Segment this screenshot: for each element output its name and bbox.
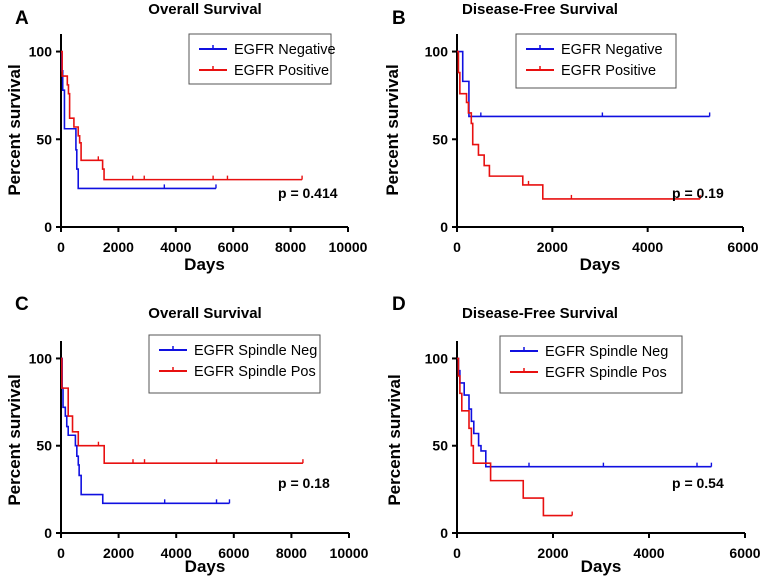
- panel-c: C Overall Survival 0 50 100 0 2000 4000 6000 8000…: [5, 294, 369, 576]
- y-tick-label: 0: [440, 219, 448, 235]
- series-positive: [61, 50, 303, 181]
- y-tick-label: 100: [425, 350, 449, 366]
- survival-curve: [457, 50, 701, 200]
- x-axis-label: Days: [581, 557, 622, 576]
- x-tick-label: 4000: [160, 239, 191, 255]
- x-tick-label: 4000: [161, 545, 192, 561]
- y-axis-label: Percent survival: [385, 374, 404, 505]
- legend-label: EGFR Spindle Pos: [194, 364, 316, 380]
- survival-curve: [61, 357, 230, 505]
- survival-curve: [61, 50, 303, 181]
- x-tick-label: 10000: [330, 545, 369, 561]
- series-positive: [457, 50, 701, 200]
- y-tick-label: 0: [440, 525, 448, 541]
- legend-box: [515, 33, 677, 89]
- x-tick-label: 2000: [537, 239, 568, 255]
- y-tick-label: 100: [29, 44, 53, 60]
- legend-label: EGFR Spindle Pos: [545, 365, 667, 381]
- x-tick-label: 0: [453, 239, 461, 255]
- x-tick-label: 2000: [103, 239, 134, 255]
- chart-title: Overall Survival: [148, 1, 261, 18]
- chart-title: Disease-Free Survival: [462, 305, 618, 322]
- survival-curve: [457, 357, 573, 517]
- y-tick-label: 50: [432, 131, 448, 147]
- series-negative: [457, 50, 711, 118]
- legend-box: [499, 335, 683, 394]
- panel-a: A Overall Survival 0 50 100 0 2000 4000 6000 8000…: [5, 1, 368, 274]
- legend-label: EGFR Positive: [234, 63, 329, 79]
- y-tick-label: 50: [36, 438, 52, 454]
- x-tick-label: 6000: [218, 545, 249, 561]
- y-axis-label: Percent survival: [5, 64, 24, 195]
- legend: EGFR Spindle Neg EGFR Spindle Pos: [499, 335, 683, 394]
- survival-curve: [457, 357, 712, 468]
- y-tick-label: 100: [425, 44, 449, 60]
- chart-title: Overall Survival: [148, 305, 261, 322]
- p-value: p = 0.414: [278, 185, 338, 201]
- y-tick-label: 50: [36, 131, 52, 147]
- x-tick-label: 6000: [727, 239, 758, 255]
- legend-label: EGFR Spindle Neg: [545, 344, 668, 360]
- x-tick-label: 8000: [275, 239, 306, 255]
- series-positive: [61, 357, 304, 464]
- y-tick-label: 50: [432, 438, 448, 454]
- y-tick-label: 100: [29, 350, 53, 366]
- panel-label: D: [392, 294, 406, 315]
- legend: EGFR Negative EGFR Positive: [515, 33, 677, 89]
- legend-label: EGFR Negative: [561, 42, 663, 58]
- legend-label: EGFR Negative: [234, 42, 336, 58]
- x-tick-label: 8000: [276, 545, 307, 561]
- survival-curve: [457, 50, 710, 118]
- legend-box: [148, 334, 321, 394]
- legend-label: EGFR Spindle Neg: [194, 343, 317, 359]
- x-axis-label: Days: [185, 557, 226, 576]
- legend-box: [188, 33, 332, 85]
- chart-title: Disease-Free Survival: [462, 1, 618, 18]
- panel-d: D Disease-Free Survival 0 50 100 0 2000 4000 600…: [385, 294, 761, 576]
- x-axis-label: Days: [580, 255, 621, 274]
- x-tick-label: 0: [57, 545, 65, 561]
- y-axis-label: Percent survival: [5, 374, 24, 505]
- x-tick-label: 0: [453, 545, 461, 561]
- legend: EGFR Negative EGFR Positive: [188, 33, 336, 85]
- x-tick-label: 10000: [329, 239, 368, 255]
- x-tick-label: 0: [57, 239, 65, 255]
- panel-b: B Disease-Free Survival 0 50 100 0 2000 4000 600…: [383, 1, 759, 274]
- legend-label: EGFR Positive: [561, 63, 656, 79]
- x-tick-label: 2000: [103, 545, 134, 561]
- y-tick-label: 0: [44, 219, 52, 235]
- p-value: p = 0.18: [278, 475, 330, 491]
- x-tick-label: 6000: [729, 545, 760, 561]
- x-tick-label: 4000: [633, 545, 664, 561]
- p-value: p = 0.54: [672, 475, 724, 491]
- x-axis-label: Days: [184, 255, 225, 274]
- panel-label: C: [15, 294, 29, 315]
- panel-label: A: [15, 8, 29, 29]
- panel-label: B: [392, 8, 406, 29]
- legend: EGFR Spindle Neg EGFR Spindle Pos: [148, 334, 321, 394]
- y-axis-label: Percent survival: [383, 64, 402, 195]
- series-negative: [457, 357, 713, 468]
- survival-curve: [61, 357, 303, 464]
- x-tick-label: 2000: [537, 545, 568, 561]
- x-tick-label: 4000: [632, 239, 663, 255]
- x-tick-label: 6000: [218, 239, 249, 255]
- series-positive: [457, 357, 573, 517]
- p-value: p = 0.19: [672, 185, 724, 201]
- series-negative: [61, 357, 231, 505]
- y-tick-label: 0: [44, 525, 52, 541]
